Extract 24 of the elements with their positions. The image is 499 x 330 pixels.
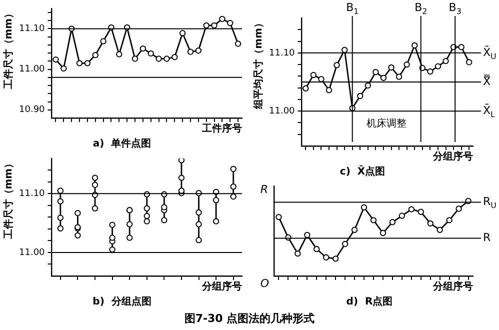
y-axis-title: 工件尺寸（mm） <box>2 8 15 90</box>
y-axis-title: R <box>260 182 268 196</box>
text: d) R点图 <box>346 296 393 308</box>
y-tick-label: 11.10 <box>269 48 296 58</box>
y-tick-label: 11.00 <box>269 106 296 116</box>
text: 图7-30 点图法的几种形式 <box>183 311 316 327</box>
ref-line-label: R <box>483 231 491 244</box>
y-axis-title: 工件尺寸（mm） <box>2 158 15 240</box>
ref-line-label: X̿ <box>483 74 491 88</box>
x-axis-title: 分组序号 <box>201 280 242 293</box>
annotation: 机床调整 <box>366 118 407 130</box>
text: c) X̄点图 <box>340 164 386 178</box>
y-tick-label: 11.00 <box>19 64 46 75</box>
y-tick-label: 10.90 <box>19 105 46 116</box>
text: b) 分组点图 <box>92 296 152 308</box>
y-tick-label: 11.10 <box>19 189 46 200</box>
text: a) 单件点图 <box>92 138 152 150</box>
x-axis-title: 分组序号 <box>432 150 473 163</box>
y-tick-label: 11.10 <box>19 24 46 34</box>
text: O <box>260 276 270 290</box>
y-axis-title: 组平均尺寸（mm） <box>252 18 265 110</box>
y-tick-label: 11.00 <box>19 248 46 258</box>
x-axis-title: 工件序号 <box>201 122 242 135</box>
x-axis-title: 分组序号 <box>432 280 473 293</box>
